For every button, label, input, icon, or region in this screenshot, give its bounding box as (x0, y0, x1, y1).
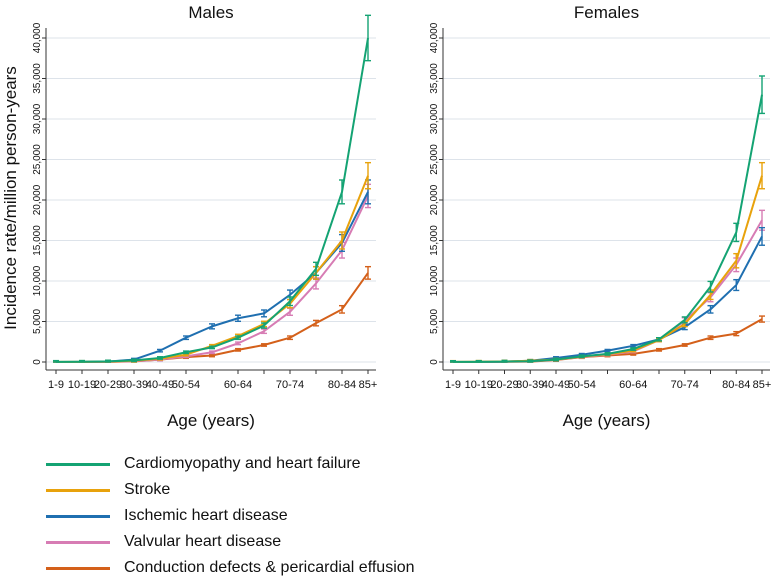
panel-title: Males (188, 3, 233, 22)
y-tick-label: 20,000 (429, 184, 440, 215)
series-line (55, 175, 369, 363)
y-tick-label: 15,000 (429, 225, 440, 256)
x-tick-label: 30-39 (516, 379, 544, 391)
y-tick-label: 25,000 (429, 144, 440, 175)
panel-title: Females (574, 3, 639, 22)
y-tick-label: 25,000 (32, 144, 43, 175)
series-line (55, 195, 369, 363)
x-axis-title: Age (years) (563, 411, 651, 430)
y-tick-label: 30,000 (429, 103, 440, 134)
legend-item-cardiomyopathy: Cardiomyopathy and heart failure (46, 454, 746, 480)
y-tick-label: 30,000 (32, 103, 43, 134)
y-tick-label: 5,000 (32, 309, 43, 334)
legend-item-conduction: Conduction defects & pericardial effusio… (46, 558, 746, 584)
series-line (452, 235, 763, 363)
y-axis-title: Incidence rate/million person-years (1, 66, 20, 330)
legend-item-valvular: Valvular heart disease (46, 532, 746, 558)
x-tick-label: 40-49 (542, 379, 570, 391)
x-tick-label: 1-9 (48, 379, 64, 391)
legend-item-ischemic: Ischemic heart disease (46, 506, 746, 532)
y-tick-label: 10,000 (429, 265, 440, 296)
legend-swatch (46, 567, 110, 570)
legend-label: Cardiomyopathy and heart failure (124, 455, 361, 472)
x-tick-label: 10-19 (465, 379, 493, 391)
y-tick-label: 40,000 (32, 22, 43, 53)
x-tick-label: 1-9 (445, 379, 461, 391)
x-tick-label: 40-49 (146, 379, 174, 391)
series-line (452, 219, 763, 363)
y-tick-label: 0 (429, 359, 440, 365)
x-tick-label: 50-54 (172, 379, 200, 391)
x-tick-label: 70-74 (671, 379, 699, 391)
legend-label: Stroke (124, 481, 171, 498)
x-axis-title: Age (years) (167, 411, 255, 430)
incidence-chart: Incidence rate/million person-years Males… (1, 3, 772, 430)
x-tick-label: 85+ (753, 379, 772, 391)
y-tick-label: 35,000 (429, 63, 440, 94)
y-tick-label: 40,000 (429, 22, 440, 53)
legend-label: Ischemic heart disease (124, 507, 288, 524)
x-tick-label: 20-29 (94, 379, 122, 391)
y-tick-label: 5,000 (429, 309, 440, 334)
series-line (452, 175, 763, 363)
x-tick-label: 30-39 (120, 379, 148, 391)
legend-swatch (46, 515, 110, 518)
legend: Cardiomyopathy and heart failure Stroke … (46, 454, 746, 584)
y-tick-label: 15,000 (32, 225, 43, 256)
y-tick-label: 20,000 (32, 184, 43, 215)
legend-swatch (46, 541, 110, 544)
x-tick-label: 60-64 (619, 379, 647, 391)
x-tick-label: 80-84 (328, 379, 356, 391)
x-tick-label: 80-84 (722, 379, 750, 391)
legend-swatch (46, 463, 110, 466)
x-tick-label: 70-74 (276, 379, 304, 391)
x-tick-label: 60-64 (224, 379, 252, 391)
y-tick-label: 10,000 (32, 265, 43, 296)
x-tick-label: 10-19 (68, 379, 96, 391)
y-tick-label: 0 (32, 359, 43, 365)
legend-label: Valvular heart disease (124, 533, 282, 550)
x-tick-label: 50-54 (568, 379, 596, 391)
legend-label: Conduction defects & pericardial effusio… (124, 559, 415, 576)
legend-item-stroke: Stroke (46, 480, 746, 506)
x-tick-label: 20-29 (490, 379, 518, 391)
legend-swatch (46, 489, 110, 492)
y-tick-label: 35,000 (32, 63, 43, 94)
x-tick-label: 85+ (359, 379, 378, 391)
